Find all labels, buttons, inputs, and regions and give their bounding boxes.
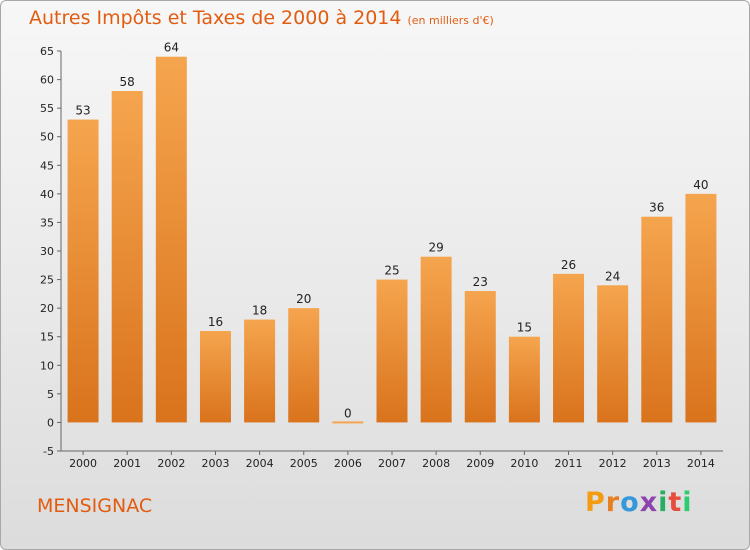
bar (464, 291, 496, 423)
bar-value-label: 58 (120, 75, 135, 89)
y-tick-label: 0 (47, 416, 54, 429)
logo-letter: t (668, 487, 683, 518)
x-tick-label: 2003 (201, 457, 229, 470)
bar (597, 285, 629, 423)
bar (111, 91, 143, 423)
bar (332, 421, 364, 424)
bar-value-label: 25 (384, 264, 399, 278)
y-tick-label: 65 (40, 45, 54, 58)
y-tick-label: 25 (40, 274, 54, 287)
logo-letter: i (682, 487, 693, 518)
x-tick-label: 2005 (290, 457, 318, 470)
x-tick-label: 2014 (687, 457, 715, 470)
x-tick-label: 2006 (334, 457, 362, 470)
chart-subtitle: (en milliers d'€) (407, 14, 494, 27)
logo-letter: x (639, 487, 659, 518)
bar-value-label: 20 (296, 292, 311, 306)
bar (376, 279, 408, 423)
y-tick-label: 40 (40, 188, 54, 201)
bar-value-label: 64 (164, 41, 179, 55)
logo-letter: i (658, 487, 669, 518)
chart-data-labels: 53 58 64 16 18 20 0 25 29 23 15 26 24 36 40 (75, 41, 708, 421)
y-tick-label: 10 (40, 359, 54, 372)
y-tick-label: 20 (40, 302, 54, 315)
chart-title-text: Autres Impôts et Taxes de 2000 à 2014 (29, 7, 402, 29)
bar (67, 119, 99, 423)
bar (553, 273, 585, 423)
x-tick-label: 2009 (466, 457, 494, 470)
bar (685, 193, 717, 423)
x-tick-label: 2010 (510, 457, 538, 470)
y-tick-label: 60 (40, 74, 54, 87)
x-tick-label: 2007 (378, 457, 406, 470)
x-tick-label: 2004 (246, 457, 274, 470)
bar-value-label: 36 (649, 201, 664, 215)
x-tick-label: 2008 (422, 457, 450, 470)
bar (199, 331, 231, 423)
x-tick-label: 2011 (555, 457, 583, 470)
y-tick-label: 5 (47, 388, 54, 401)
x-tick-label: 2012 (599, 457, 627, 470)
logo-letter: P (585, 487, 606, 518)
x-tick-label: 2013 (643, 457, 671, 470)
y-tick-label: 15 (40, 331, 54, 344)
y-tick-label: -5 (43, 445, 54, 458)
y-tick-label: 45 (40, 159, 54, 172)
bar (420, 256, 452, 423)
y-tick-label: 55 (40, 102, 54, 115)
bar-value-label: 0 (344, 406, 352, 420)
logo-letter: r (605, 487, 621, 518)
bar (244, 319, 276, 423)
y-tick-label: 50 (40, 131, 54, 144)
bar (288, 308, 320, 423)
bar (641, 216, 673, 423)
y-tick-label: 35 (40, 216, 54, 229)
chart-bars (67, 56, 717, 424)
bar-value-label: 26 (561, 258, 576, 272)
bar-value-label: 23 (473, 275, 488, 289)
x-tick-label: 2002 (157, 457, 185, 470)
y-tick-label: 30 (40, 245, 54, 258)
logo-letter: o (620, 487, 640, 518)
town-name: MENSIGNAC (37, 495, 153, 517)
bar-value-label: 16 (208, 315, 223, 329)
x-tick-label: 2001 (113, 457, 141, 470)
bar-value-label: 53 (75, 104, 90, 118)
bar (508, 336, 540, 423)
bar-value-label: 40 (693, 178, 708, 192)
chart-title: Autres Impôts et Taxes de 2000 à 2014 (en… (29, 7, 494, 29)
bar-value-label: 24 (605, 269, 620, 283)
proxiti-logo[interactable]: Proxiti (585, 487, 693, 518)
x-tick-label: 2000 (69, 457, 97, 470)
bar (155, 56, 187, 423)
bar-value-label: 15 (517, 321, 532, 335)
bar-value-label: 29 (428, 241, 443, 255)
bar-value-label: 18 (252, 304, 267, 318)
